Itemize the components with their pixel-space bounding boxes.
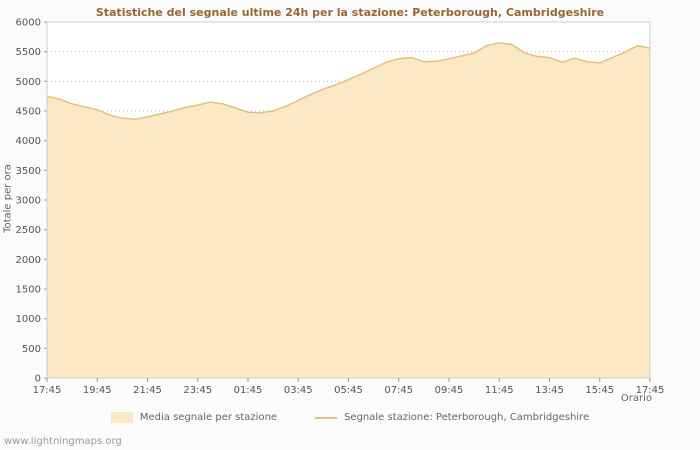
x-tick-label: 09:45 bbox=[435, 385, 464, 396]
x-tick-label: 15:45 bbox=[585, 385, 614, 396]
legend: Media segnale per stazione Segnale stazi… bbox=[0, 412, 700, 423]
y-tick-label: 2500 bbox=[16, 225, 41, 236]
y-tick-label: 4500 bbox=[16, 107, 41, 118]
x-tick-label: 03:45 bbox=[284, 385, 313, 396]
legend-line-swatch bbox=[315, 416, 338, 419]
x-tick-label: 19:45 bbox=[83, 385, 112, 396]
legend-area-swatch bbox=[110, 412, 133, 423]
x-tick-label: 11:45 bbox=[485, 385, 514, 396]
y-tick-label: 5000 bbox=[16, 77, 41, 88]
line-series bbox=[46, 42, 651, 121]
x-axis-label: Orario bbox=[620, 393, 652, 404]
legend-line-label: Segnale stazione: Peterborough, Cambridg… bbox=[344, 412, 590, 423]
x-tick-label: 01:45 bbox=[234, 385, 263, 396]
x-tick-label: 21:45 bbox=[133, 385, 162, 396]
y-tick-label: 2000 bbox=[16, 255, 41, 266]
legend-item-line: Segnale stazione: Peterborough, Cambridg… bbox=[315, 412, 589, 423]
x-tick-label: 07:45 bbox=[384, 385, 413, 396]
area-series bbox=[47, 42, 650, 379]
y-tick-label: 1000 bbox=[16, 314, 41, 325]
x-tick-label: 17:45 bbox=[33, 385, 62, 396]
x-tick-label: 23:45 bbox=[183, 385, 212, 396]
watermark: www.lightningmaps.org bbox=[4, 436, 122, 447]
y-tick-label: 1500 bbox=[16, 285, 41, 296]
y-tick-label: 6000 bbox=[16, 18, 41, 29]
y-tick-label: 0 bbox=[35, 374, 41, 385]
y-tick-label: 500 bbox=[22, 344, 41, 355]
chart-title: Statistiche del segnale ultime 24h per l… bbox=[95, 6, 605, 19]
y-tick-label: 5500 bbox=[16, 47, 41, 58]
y-axis-label: Totale per ora bbox=[2, 164, 14, 233]
x-tick-label: 13:45 bbox=[535, 385, 564, 396]
y-tick-label: 3000 bbox=[16, 196, 41, 207]
legend-item-area: Media segnale per stazione bbox=[110, 412, 278, 423]
x-tick-label: 17:45 bbox=[636, 385, 665, 396]
x-tick-label: 05:45 bbox=[334, 385, 363, 396]
y-tick-label: 3500 bbox=[16, 166, 41, 177]
legend-area-label: Media segnale per stazione bbox=[139, 412, 278, 423]
y-tick-label: 4000 bbox=[16, 136, 41, 147]
